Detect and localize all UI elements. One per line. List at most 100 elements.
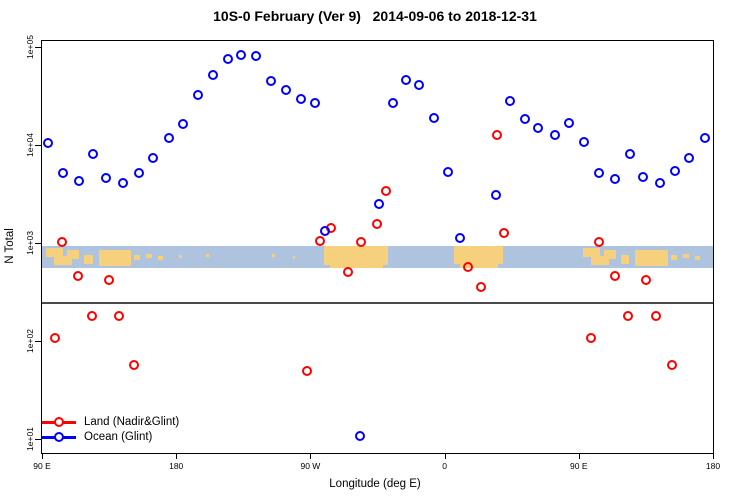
y-axis-tick bbox=[35, 243, 42, 244]
map-land-patch bbox=[583, 248, 600, 258]
map-land-patch bbox=[83, 254, 93, 264]
map-land-patch bbox=[134, 254, 141, 261]
map-land-patch bbox=[671, 254, 678, 261]
data-point-land bbox=[491, 130, 502, 141]
data-point-ocean bbox=[443, 167, 454, 178]
data-point-ocean bbox=[87, 148, 98, 159]
y-axis-tick bbox=[35, 439, 42, 440]
x-tick-label: 90 W bbox=[300, 461, 321, 471]
x-tick-label: 0 bbox=[442, 461, 447, 471]
data-point-ocean bbox=[610, 173, 621, 184]
data-point-land bbox=[342, 266, 353, 277]
data-point-land bbox=[498, 228, 509, 239]
data-point-ocean bbox=[192, 89, 203, 100]
data-point-land bbox=[103, 274, 114, 285]
data-point-ocean bbox=[355, 431, 366, 442]
data-point-ocean bbox=[117, 177, 128, 188]
x-axis-tick bbox=[310, 453, 312, 459]
map-land-patch bbox=[620, 254, 630, 264]
map-land-patch bbox=[695, 255, 700, 260]
data-point-ocean bbox=[147, 153, 158, 164]
data-point-ocean bbox=[683, 153, 694, 164]
plot-area: 1e+01 1e+02 1e+03 1e+04 1e+05 90 E 180 90 W 0 90 … bbox=[25, 35, 720, 471]
data-point-ocean bbox=[296, 93, 306, 104]
data-point-ocean bbox=[58, 167, 69, 178]
data-point-ocean bbox=[266, 75, 277, 86]
data-point-ocean bbox=[100, 172, 111, 183]
data-point-land bbox=[301, 366, 312, 377]
x-tick-label: 90 E bbox=[33, 461, 51, 471]
data-point-ocean bbox=[388, 98, 398, 109]
data-point-ocean bbox=[373, 199, 384, 209]
legend-item-ocean: Ocean (Glint) bbox=[42, 429, 179, 444]
data-point-ocean bbox=[250, 50, 261, 61]
threshold-line bbox=[42, 302, 713, 305]
data-point-ocean bbox=[134, 167, 145, 178]
ocean-series-marker-icon bbox=[42, 431, 76, 442]
data-point-ocean bbox=[222, 53, 233, 64]
y-axis-title: N Total bbox=[4, 228, 16, 264]
data-point-ocean bbox=[280, 85, 291, 95]
data-point-ocean bbox=[413, 79, 424, 90]
data-point-ocean bbox=[699, 132, 710, 143]
x-tick-label: 90 E bbox=[570, 461, 588, 471]
data-point-ocean bbox=[579, 137, 590, 148]
data-point-ocean bbox=[624, 148, 635, 159]
data-point-land bbox=[610, 271, 621, 282]
map-land-patch bbox=[206, 253, 209, 258]
data-point-ocean bbox=[42, 137, 53, 148]
data-point-land bbox=[666, 359, 677, 370]
data-point-land bbox=[72, 271, 83, 282]
data-point-land bbox=[641, 274, 652, 285]
data-point-land bbox=[355, 237, 366, 248]
data-point-ocean bbox=[669, 166, 680, 177]
map-land-patch bbox=[635, 250, 669, 266]
y-tick-label: 1e+01 bbox=[25, 427, 35, 451]
data-point-land bbox=[56, 237, 67, 248]
data-point-land bbox=[129, 359, 139, 370]
map-land-patch bbox=[329, 265, 384, 268]
data-point-land bbox=[623, 310, 633, 321]
legend: Land (Nadir&Glint) Ocean (Glint) bbox=[42, 414, 179, 444]
x-axis-tick bbox=[713, 453, 714, 459]
data-point-ocean bbox=[178, 118, 189, 129]
data-point-ocean bbox=[236, 50, 247, 61]
data-point-ocean bbox=[400, 74, 411, 85]
map-land-patch bbox=[53, 255, 72, 265]
x-axis-title: Longitude (deg E) bbox=[329, 478, 421, 490]
data-point-land bbox=[314, 235, 325, 246]
data-point-ocean bbox=[454, 233, 465, 244]
data-point-ocean bbox=[532, 123, 543, 134]
data-point-land bbox=[475, 281, 486, 292]
map-land-patch bbox=[454, 246, 504, 264]
data-point-ocean bbox=[164, 132, 175, 143]
data-point-ocean bbox=[593, 167, 604, 178]
map-land-patch bbox=[323, 246, 388, 266]
map-land-patch bbox=[179, 254, 183, 259]
data-point-land bbox=[49, 333, 60, 344]
data-point-land bbox=[372, 219, 383, 230]
map-land-patch bbox=[158, 255, 163, 260]
data-point-land bbox=[380, 185, 391, 196]
map-land-patch bbox=[292, 255, 296, 260]
data-point-ocean bbox=[320, 226, 330, 237]
y-tick-label: 1e+02 bbox=[25, 329, 35, 353]
data-point-ocean bbox=[519, 114, 530, 125]
data-point-ocean bbox=[505, 96, 516, 107]
data-point-land bbox=[463, 261, 473, 272]
y-axis-tick bbox=[35, 145, 42, 146]
map-land-patch bbox=[590, 255, 609, 265]
legend-label-ocean: Ocean (Glint) bbox=[84, 430, 153, 443]
chart-title: 10S-0 February (Ver 9) 2014-09-06 to 201… bbox=[213, 8, 537, 24]
data-point-ocean bbox=[637, 172, 648, 183]
x-axis-tick bbox=[578, 453, 580, 459]
y-tick-label: 1e+04 bbox=[25, 133, 35, 157]
y-tick-label: 1e+03 bbox=[25, 231, 35, 255]
legend-label-land: Land (Nadir&Glint) bbox=[84, 415, 180, 428]
y-axis-tick bbox=[35, 341, 42, 342]
map-land-patch bbox=[271, 253, 275, 258]
x-axis-tick bbox=[176, 453, 178, 459]
data-point-land bbox=[651, 310, 662, 321]
x-axis-tick bbox=[42, 453, 43, 459]
map-land-patch bbox=[146, 253, 153, 259]
